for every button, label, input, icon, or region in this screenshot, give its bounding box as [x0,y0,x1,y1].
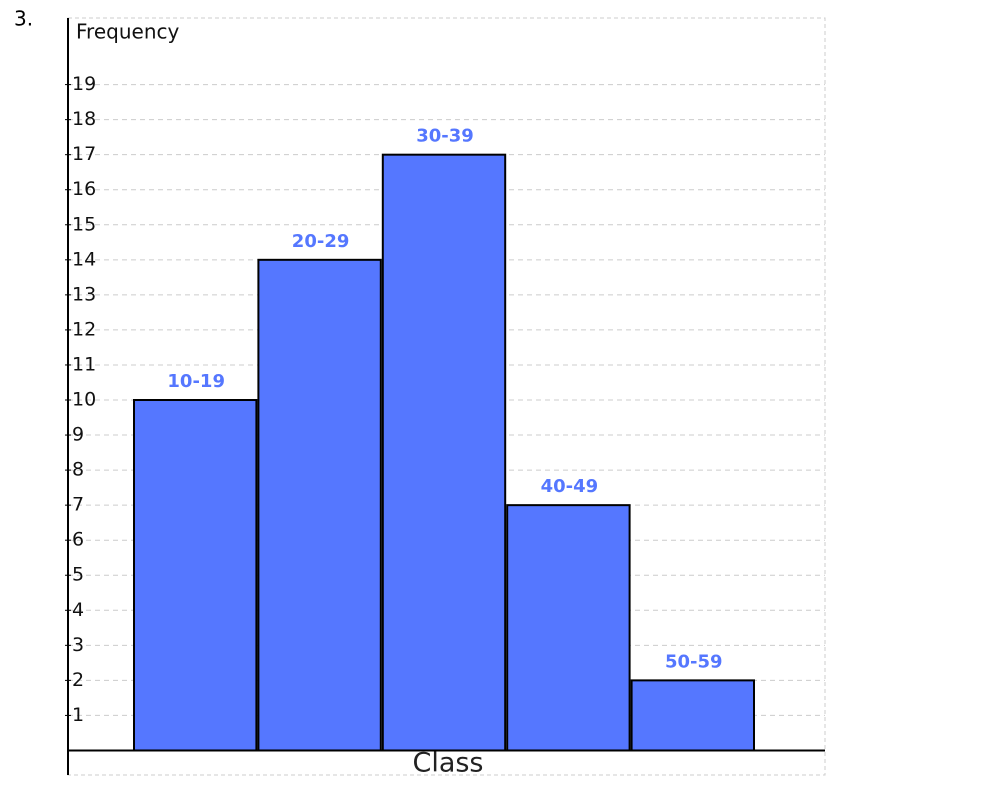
problem-number: 3. [14,7,33,31]
y-tick-label: 16 [72,178,96,200]
y-tick-label: 11 [72,353,96,375]
y-tick-label: 2 [72,669,84,691]
bar [133,399,258,752]
y-tick-label: 18 [72,108,96,130]
y-tick-label: 10 [72,389,96,411]
bar [381,153,507,752]
y-tick-label: 9 [72,424,84,446]
y-tick-label: 1 [72,704,84,726]
y-tick-label: 15 [72,213,96,235]
bar [630,679,755,752]
bar-label: 20-29 [292,231,350,252]
y-tick-label: 19 [72,73,96,95]
bar-label: 40-49 [541,476,599,497]
y-tick-label: 17 [72,143,96,165]
y-tick-label: 12 [72,318,96,340]
bar-label: 50-59 [665,651,723,672]
y-tick-label: 8 [72,459,84,481]
y-tick-label: 13 [72,283,96,305]
y-tick-label: 3 [72,634,84,656]
bar [506,504,631,752]
bar-label: 10-19 [167,371,225,392]
bar [257,258,382,752]
y-tick-label: 5 [72,564,84,586]
y-tick-label: 14 [72,248,96,270]
y-tick-label: 6 [72,529,84,551]
bar-label: 30-39 [416,126,474,147]
y-tick-label: 4 [72,599,84,621]
x-axis-title: Class [412,748,483,779]
y-axis-title: Frequency [76,20,179,44]
y-tick-label: 7 [72,494,84,516]
